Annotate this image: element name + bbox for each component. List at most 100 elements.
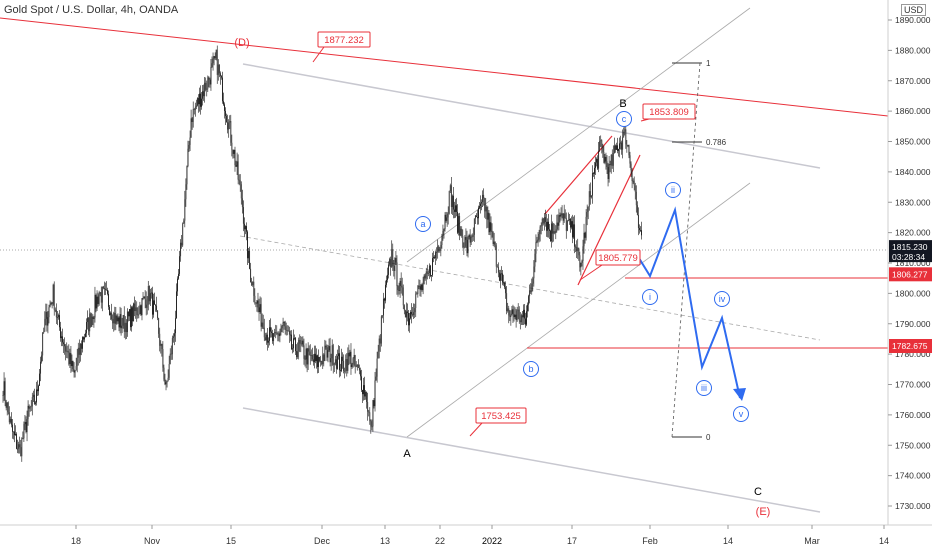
candle-body [482,194,484,203]
candle-body [611,154,613,166]
candle-body [170,353,172,355]
candle-body [364,385,365,397]
candle-body [307,348,309,365]
candle-body [617,145,618,151]
candle-body [247,231,248,259]
wave-label-C: C [754,486,762,498]
candle-body [42,332,44,356]
candle-body [29,407,31,409]
candle-body [250,268,252,283]
time-tick-label: Dec [314,536,331,546]
candle-body [599,141,601,151]
candle-body [401,285,403,288]
candle-body [287,330,289,332]
candle-body [340,370,341,371]
candle-body [435,252,437,259]
candle-body [149,293,151,302]
candle-body [183,220,185,224]
candle-body [132,307,133,322]
candle-body [474,215,476,219]
price-tick-label: 1840.000 [895,167,931,177]
candle-body [583,232,585,247]
candle-body [265,334,267,341]
candle-body [89,313,91,332]
candle-body [260,304,262,327]
candle-body [554,231,556,234]
candle-body [498,272,500,281]
candle-body [570,218,571,228]
candle-body [537,239,539,241]
candle-body [172,336,174,338]
candle-body [578,247,580,256]
candle-body [591,172,593,196]
candle-body [324,345,326,361]
time-tick-label: Nov [144,536,161,546]
candle-body [629,155,631,164]
candle-body [266,334,268,343]
candle-body [184,199,186,221]
candle-body [54,309,56,311]
candle-body [405,311,407,318]
candle-body [595,162,596,168]
candle-body [309,351,311,356]
candle-body [200,93,201,107]
currency-badge[interactable]: USD [901,4,927,16]
candle-body [556,222,558,230]
price-tick-label: 1850.000 [895,137,931,147]
candle-body [490,222,492,231]
candle-body [77,347,79,358]
candle-body [279,332,281,337]
candle-body [353,355,355,359]
price-axis[interactable]: 1730.000 1740.000 1750.000 1760.000 1770.000… [887,0,932,525]
level-badge-1806: 1806.277 [892,269,928,279]
candle-body [339,353,340,371]
candle-body [417,285,419,295]
candle-body [627,145,629,146]
level-badge-1806-bg [889,267,932,282]
time-tick-label: 17 [567,536,577,546]
candle-body [598,150,600,169]
candle-body [574,224,576,247]
candle-body [185,184,187,200]
candle-body [408,312,409,326]
candle-body [452,195,454,210]
candle-body [146,304,148,308]
candle-body [8,412,10,423]
candle-body [470,236,472,243]
candle-body [242,207,244,224]
candle-body [179,256,181,274]
candle-body [301,340,303,345]
candle-body [451,195,453,208]
candle-body [421,284,423,291]
candle-body [381,315,383,317]
candle-body [327,350,329,358]
candle-body [354,355,356,366]
candle-body [477,217,478,219]
candle-body [248,250,249,259]
candle-body [331,345,333,359]
candle-body [448,190,450,214]
candle-body [100,292,102,303]
candle-body [455,205,456,212]
time-axis[interactable]: 18 Nov 15 Dec 13 22 2022 17 Feb 14 Mar 14 [0,524,932,546]
candle-body [329,346,331,363]
candle-body [463,246,465,248]
candle-body [374,380,376,407]
candle-body [50,302,52,305]
candle-body [243,223,245,230]
candle-body [565,218,567,231]
candle-body [157,310,159,319]
candle-body [377,351,379,359]
candle-body [41,355,43,362]
candle-body [152,292,153,315]
candle-body [367,401,369,412]
candle-body [199,93,200,105]
candle-body [500,273,501,281]
candle-body [372,400,374,427]
candle-body [604,156,606,163]
candle-body [552,223,554,234]
candle-body [363,385,364,395]
candle-body [639,227,640,231]
price-tick-label: 1740.000 [895,471,931,481]
